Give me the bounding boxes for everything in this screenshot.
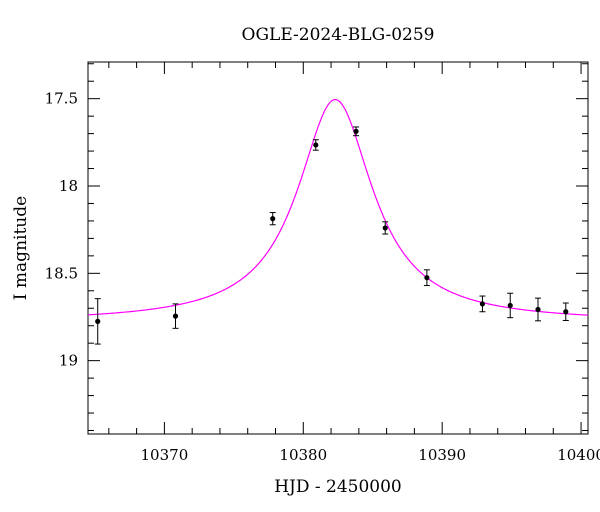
data-point: [507, 292, 514, 319]
data-point: [353, 126, 360, 137]
y-tick-label: 19: [59, 352, 78, 370]
axis-ticks: [88, 62, 588, 434]
y-tick-label: 18.5: [45, 264, 78, 282]
point-marker: [563, 309, 569, 315]
y-axis-label: I magnitude: [11, 196, 31, 300]
x-tick-label: 10390: [418, 446, 466, 464]
data-point: [172, 303, 179, 329]
data-point: [382, 221, 389, 235]
data-point: [535, 297, 541, 322]
point-marker: [172, 313, 179, 319]
plot-frame: [87, 61, 589, 435]
x-axis-label: HJD - 2450000: [274, 477, 402, 497]
x-tick-labels: 10370 10380 10390 10400: [141, 446, 600, 464]
data-point: [423, 269, 430, 287]
y-tick-label: 17.5: [45, 90, 78, 108]
model-curve: [87, 98, 589, 316]
point-marker: [95, 318, 101, 324]
chart-title: OGLE-2024-BLG-0259: [242, 25, 435, 45]
point-marker: [313, 142, 319, 148]
data-point: [269, 212, 276, 226]
point-marker: [507, 302, 513, 309]
y-tick-label: 18: [59, 177, 78, 195]
point-marker: [353, 128, 359, 134]
data-points: [94, 126, 569, 345]
point-marker: [424, 275, 430, 281]
point-marker: [535, 306, 541, 313]
point-marker: [479, 301, 486, 307]
x-tick-label: 10400: [557, 446, 600, 464]
y-tick-labels: 17.5 18 18.5 19: [45, 90, 78, 370]
x-tick-label: 10370: [141, 446, 189, 464]
data-point: [479, 295, 486, 313]
x-tick-label: 10380: [279, 446, 327, 464]
data-point: [312, 139, 319, 151]
data-point: [562, 302, 569, 321]
data-point: [94, 298, 101, 345]
point-marker: [382, 225, 388, 231]
point-marker: [270, 216, 276, 222]
